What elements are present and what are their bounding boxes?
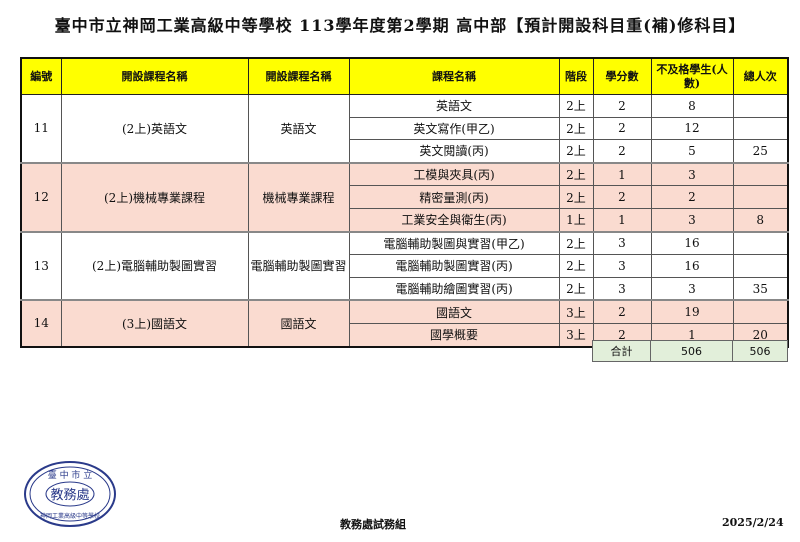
header-credits: 學分數: [592, 57, 652, 95]
group-no: 13: [20, 230, 62, 301]
course-stage: 2上: [558, 94, 594, 118]
course-failed: 3: [650, 276, 734, 301]
summary-label: 合計: [592, 340, 651, 362]
table-row: 電腦輔助繪圖實習(丙) 2上 3 3 35: [21, 276, 789, 301]
group-total-empty: [732, 254, 789, 278]
page-title: 臺中市立神岡工業高級中等學校 113學年度第2學期 高中部【預計開設科目重(補)…: [54, 16, 746, 35]
table-row: 11 (2上)英語文 英語文 英語文 2上 2 8: [20, 93, 789, 164]
course-name: 電腦輔助製圖與實習(甲乙): [348, 230, 560, 256]
course-name: 電腦輔助製圖實習(丙): [348, 254, 560, 278]
course-name: 工模與夾具(丙): [348, 161, 560, 187]
course-failed: 16: [650, 230, 734, 256]
course-name: 英文閱讀(丙): [348, 139, 560, 164]
course-credits: 3: [592, 254, 652, 278]
table-row: 13 (2上)電腦輔助製圖實習 電腦輔助製圖實習 電腦輔助製圖與實習(甲乙) 2上 3 16: [20, 230, 789, 301]
group-no: 12: [20, 161, 62, 233]
course-credits: 3: [592, 230, 652, 256]
course-name: 英語文: [348, 94, 560, 118]
group-total-empty: [732, 94, 789, 118]
course-stage: 1上: [558, 207, 594, 233]
course-name: 精密量測(丙): [348, 185, 560, 209]
course-name: 電腦輔助繪圖實習(丙): [348, 276, 560, 301]
course-failed: 12: [650, 116, 734, 141]
group-total-empty: [732, 299, 789, 324]
course-failed: 8: [650, 94, 734, 118]
course-failed: 16: [650, 254, 734, 278]
course-table: 編號 開設課程名稱 開設課程名稱 課程名稱 階段 學分數 不及格學生(人數) 總…: [20, 57, 789, 348]
group-total-empty: [732, 230, 789, 256]
group-course: (2上)電腦輔助製圖實習: [60, 230, 249, 301]
footer-date: 2025/2/24: [722, 516, 784, 529]
course-stage: 2上: [558, 116, 594, 141]
group-subject: 電腦輔助製圖實習: [247, 230, 350, 301]
header-row: 編號 開設課程名稱 開設課程名稱 課程名稱 階段 學分數 不及格學生(人數) 總…: [20, 57, 789, 95]
table-row: 精密量測(丙) 2上 2 2: [21, 185, 789, 209]
course-failed: 2: [650, 185, 734, 209]
course-credits: 3: [592, 276, 652, 301]
svg-text:神岡工業高級中等學校: 神岡工業高級中等學校: [40, 512, 100, 520]
group-course: (2上)英語文: [60, 93, 249, 164]
summary-total: 506: [732, 340, 788, 362]
header-course: 開設課程名稱: [60, 57, 249, 95]
office-stamp: 臺 中 市 立 教務處 神岡工業高級中等學校: [24, 461, 116, 527]
group-no: 11: [20, 93, 62, 164]
course-credits: 2: [592, 116, 652, 141]
course-stage: 2上: [558, 230, 594, 256]
group-subject: 機械專業課程: [247, 161, 350, 233]
course-credits: 2: [592, 94, 652, 118]
course-name: 國語文: [348, 299, 560, 324]
header-subject: 開設課程名稱: [247, 57, 350, 95]
course-credits: 1: [592, 161, 652, 187]
course-credits: 2: [592, 185, 652, 209]
summary-row: 合計 506 506: [592, 340, 788, 362]
svg-text:教務處: 教務處: [50, 487, 89, 503]
course-stage: 3上: [558, 322, 594, 348]
header-name: 課程名稱: [348, 57, 560, 95]
header-failed: 不及格學生(人數): [650, 57, 734, 95]
course-stage: 2上: [558, 185, 594, 209]
course-name: 國學概要: [348, 322, 560, 348]
header-total: 總人次: [732, 57, 789, 95]
table-row: 14 (3上)國語文 國語文 國語文 3上 2 19: [20, 299, 789, 348]
course-credits: 1: [592, 207, 652, 233]
course-stage: 2上: [558, 161, 594, 187]
group-total-empty: [732, 185, 789, 209]
svg-text:臺 中 市 立: 臺 中 市 立: [48, 469, 93, 481]
group-course: (3上)國語文: [60, 299, 249, 348]
table-row: 工業安全與衛生(丙) 1上 1 3 8: [21, 207, 789, 233]
course-failed: 19: [650, 299, 734, 324]
course-stage: 2上: [558, 276, 594, 301]
group-total: 25: [732, 139, 789, 164]
group-course: (2上)機械專業課程: [60, 161, 249, 233]
course-failed: 3: [650, 207, 734, 233]
course-failed: 5: [650, 139, 734, 164]
group-no: 14: [20, 299, 62, 348]
group-subject: 英語文: [247, 93, 350, 164]
group-total: 8: [732, 207, 789, 233]
header-no: 編號: [20, 57, 62, 95]
course-name: 英文寫作(甲乙): [348, 116, 560, 141]
group-total-empty: [732, 161, 789, 187]
group-total: 35: [732, 276, 789, 301]
course-stage: 2上: [558, 139, 594, 164]
course-stage: 2上: [558, 254, 594, 278]
course-failed: 3: [650, 161, 734, 187]
group-total-empty: [732, 116, 789, 141]
summary-failed-total: 506: [650, 340, 733, 362]
course-name: 工業安全與衛生(丙): [348, 207, 560, 233]
course-stage: 3上: [558, 299, 594, 324]
course-credits: 2: [592, 299, 652, 324]
header-stage: 階段: [558, 57, 594, 95]
group-subject: 國語文: [247, 299, 350, 348]
table-row: 12 (2上)機械專業課程 機械專業課程 工模與夾具(丙) 2上 1 3: [20, 161, 789, 233]
footer-office: 教務處試務組: [340, 518, 406, 531]
course-credits: 2: [592, 139, 652, 164]
